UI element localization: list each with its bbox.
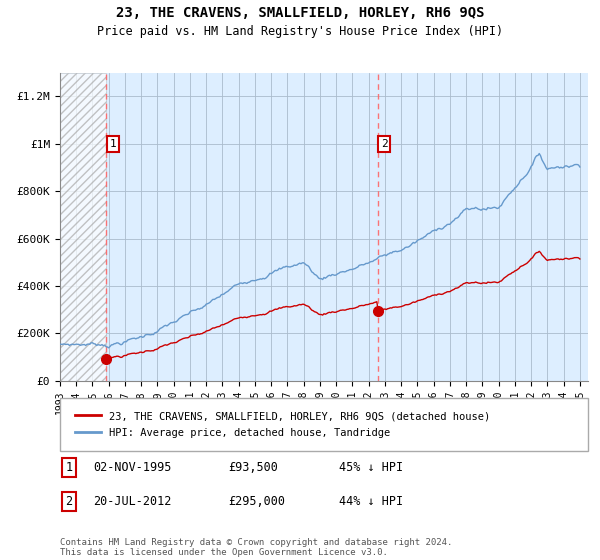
Text: 1: 1 <box>109 139 116 149</box>
FancyBboxPatch shape <box>60 398 588 451</box>
Text: 2: 2 <box>381 139 388 149</box>
Text: 20-JUL-2012: 20-JUL-2012 <box>93 494 172 508</box>
Text: Price paid vs. HM Land Registry's House Price Index (HPI): Price paid vs. HM Land Registry's House … <box>97 25 503 38</box>
Text: 2: 2 <box>65 494 73 508</box>
Text: 45% ↓ HPI: 45% ↓ HPI <box>339 461 403 474</box>
Legend: 23, THE CRAVENS, SMALLFIELD, HORLEY, RH6 9QS (detached house), HPI: Average pric: 23, THE CRAVENS, SMALLFIELD, HORLEY, RH6… <box>70 406 494 442</box>
Text: 02-NOV-1995: 02-NOV-1995 <box>93 461 172 474</box>
Text: 44% ↓ HPI: 44% ↓ HPI <box>339 494 403 508</box>
Text: 1: 1 <box>65 461 73 474</box>
Polygon shape <box>60 73 106 381</box>
Text: £295,000: £295,000 <box>228 494 285 508</box>
Text: 23, THE CRAVENS, SMALLFIELD, HORLEY, RH6 9QS: 23, THE CRAVENS, SMALLFIELD, HORLEY, RH6… <box>116 6 484 20</box>
Text: Contains HM Land Registry data © Crown copyright and database right 2024.
This d: Contains HM Land Registry data © Crown c… <box>60 538 452 557</box>
Text: £93,500: £93,500 <box>228 461 278 474</box>
